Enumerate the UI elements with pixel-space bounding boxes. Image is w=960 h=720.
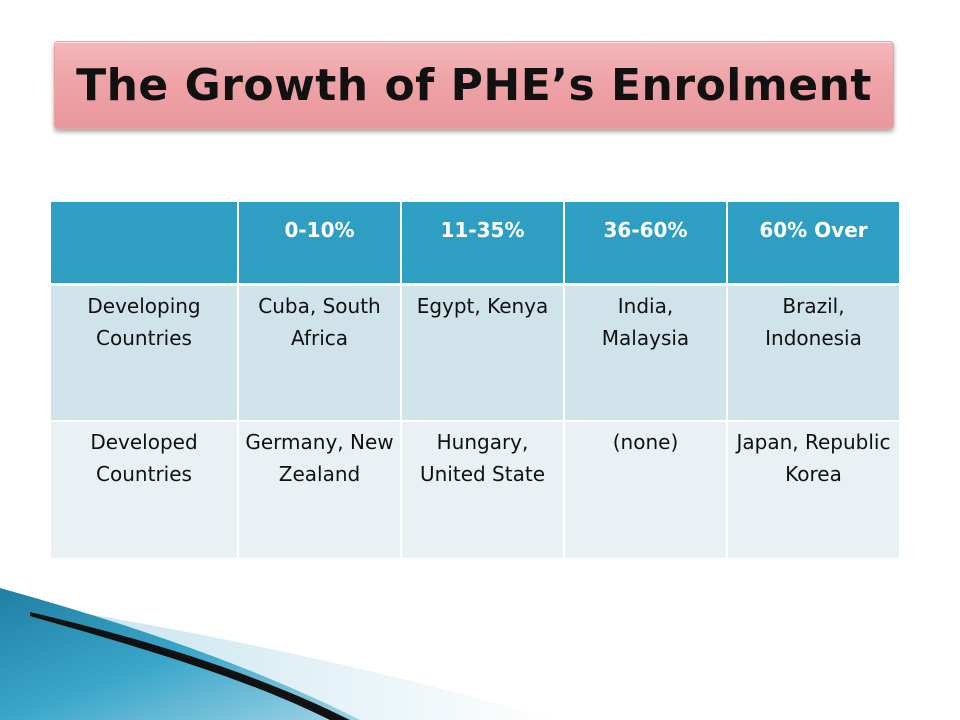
table-cell: Egypt, Kenya bbox=[400, 284, 564, 422]
table-cell: Hungary, United State bbox=[400, 421, 564, 558]
row-label: Developing Countries bbox=[51, 284, 238, 422]
dark-swoosh bbox=[30, 612, 350, 720]
table-cell: Germany, New Zealand bbox=[237, 421, 401, 558]
header-cell-0-10: 0-10% bbox=[237, 202, 401, 286]
slide-title-box: The Growth of PHE’s Enrolment bbox=[54, 41, 894, 129]
corner-swoosh-decoration bbox=[0, 588, 560, 720]
row-label: Developed Countries bbox=[51, 421, 238, 558]
header-cell-empty bbox=[51, 202, 238, 286]
enrolment-table: 0-10% 11-35% 36-60% 60% Over Developing … bbox=[51, 202, 899, 558]
table-row-developing: Developing Countries Cuba, South Africa … bbox=[51, 284, 899, 422]
table-row-developed: Developed Countries Germany, New Zealand… bbox=[51, 421, 899, 558]
table-header-row: 0-10% 11-35% 36-60% 60% Over bbox=[51, 202, 899, 286]
table-cell: Cuba, South Africa bbox=[237, 284, 401, 422]
table-cell: Japan, Republic Korea bbox=[726, 421, 899, 558]
table-cell: Brazil, Indonesia bbox=[726, 284, 899, 422]
header-cell-60-over: 60% Over bbox=[726, 202, 899, 286]
slide-title: The Growth of PHE’s Enrolment bbox=[76, 59, 872, 111]
header-cell-36-60: 36-60% bbox=[563, 202, 727, 286]
header-cell-11-35: 11-35% bbox=[400, 202, 564, 286]
table-cell: (none) bbox=[563, 421, 727, 558]
table-cell: India, Malaysia bbox=[563, 284, 727, 422]
